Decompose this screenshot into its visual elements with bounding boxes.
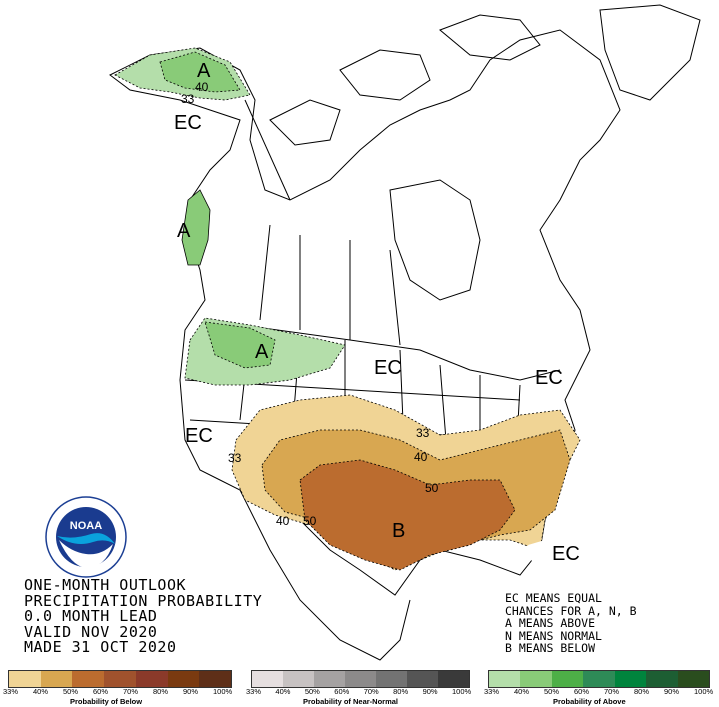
north-central-ec-label: EC [374,357,402,379]
south-below-label: B [392,520,406,542]
below-tick-label: 70% [123,687,139,696]
florida-ec-label: EC [552,543,580,565]
below-tick-label: 33% [3,687,19,696]
alaska-above-label: A [197,60,211,82]
below-tick-label: 90% [183,687,199,696]
below-tick-label: 60% [93,687,109,696]
key-line-3: A MEANS ABOVE [505,616,596,630]
above-swatch-2 [551,671,584,687]
above-swatch-5 [646,671,678,687]
normal-tick-label: 40% [275,687,291,696]
below-swatch-1 [40,671,73,687]
above-tick-label: 60% [574,687,590,696]
above-tick-label: 90% [664,687,680,696]
below-tick-label: 50% [63,687,79,696]
below-swatch-4 [135,671,168,687]
below-swatch-6 [199,671,232,687]
below-swatch-0 [9,671,41,687]
key-line-2: CHANCES FOR A, N, B [505,603,637,618]
southeast-33-contour-label: 33 [416,426,430,440]
outlook-line-2: PRECIPITATION PROBABILITY [24,591,263,610]
texas-50-contour-label: 50 [303,514,317,528]
normal-swatch-3 [345,671,376,687]
normal-swatch-5 [407,671,438,687]
normal-tick-label: 100% [452,687,472,696]
below-tick-label: 80% [153,687,169,696]
alaska-40-contour-label: 40 [195,80,209,94]
pnw-coast-above-region [181,189,211,266]
above-tick-label: 40% [514,687,530,696]
outlook-line-4: VALID NOV 2020 [24,622,158,641]
below-swatch-2 [72,671,105,687]
above-tick-label: 100% [694,687,714,696]
normal-legend-title: Probability of Near-Normal [303,697,399,706]
normal-swatch-1 [283,671,314,687]
above-swatch-1 [520,671,552,687]
above-tick-label: 33% [484,687,500,696]
below-color-bar [8,670,232,688]
normal-tick-label: 90% [422,687,438,696]
outlook-line-5: MADE 31 OCT 2020 [24,638,177,656]
below-swatch-5 [167,671,200,687]
normal-tick-label: 33% [246,687,262,696]
normal-swatch-4 [376,671,407,687]
northeast-ec-label: EC [535,367,563,389]
noaa-logo: NOAA [45,496,127,578]
below-tick-label: 40% [33,687,49,696]
below-swatch-3 [104,671,136,687]
below-50-region [299,459,516,571]
noaa-logo-text: NOAA [70,520,102,532]
category-key: EC MEANS EQUAL CHANCES FOR A, N, B A MEA… [505,592,637,655]
above-tick-label: 50% [544,687,560,696]
below-legend-title: Probability of Below [70,697,143,706]
normal-swatch-6 [438,671,469,687]
above-swatch-6 [677,671,709,687]
northwest-above-40-region [204,321,276,369]
pnw-coast-above-label: A [177,220,191,242]
florida-ec-region [528,540,560,575]
outlook-title: ONE-MONTH OUTLOOK PRECIPITATION PROBABIL… [24,576,263,656]
above-tick-label: 80% [634,687,650,696]
southwest-33-contour-label: 33 [228,451,242,465]
above-swatch-3 [583,671,615,687]
normal-tick-label: 70% [363,687,379,696]
above-tick-label: 70% [604,687,620,696]
above-swatch-0 [489,671,521,687]
above-legend-title: Probability of Above [553,697,626,706]
northwest-above-label: A [255,341,269,363]
normal-color-bar [251,670,470,688]
alaska-33-contour-label: 33 [181,92,195,106]
texas-40-contour-label: 40 [276,514,290,528]
key-line-1: EC MEANS EQUAL [505,591,602,605]
key-line-5: B MEANS BELOW [505,641,596,655]
key-line-4: N MEANS NORMAL [505,628,602,643]
alaska-above-40-region [159,51,241,93]
above-color-bar [488,670,710,688]
alaska-ec-label: EC [174,112,202,134]
normal-swatch-0 [252,671,283,687]
normal-tick-label: 60% [334,687,350,696]
above-swatch-4 [614,671,647,687]
below-tick-label: 100% [213,687,233,696]
outlook-line-3: 0.0 MONTH LEAD [24,607,158,625]
normal-tick-label: 50% [304,687,320,696]
outlook-line-1: ONE-MONTH OUTLOOK [24,576,187,594]
southeast-50-contour-label: 50 [425,481,439,495]
west-ec-label: EC [185,425,213,447]
normal-tick-label: 80% [393,687,409,696]
southeast-40-contour-label: 40 [414,450,428,464]
normal-swatch-2 [314,671,345,687]
